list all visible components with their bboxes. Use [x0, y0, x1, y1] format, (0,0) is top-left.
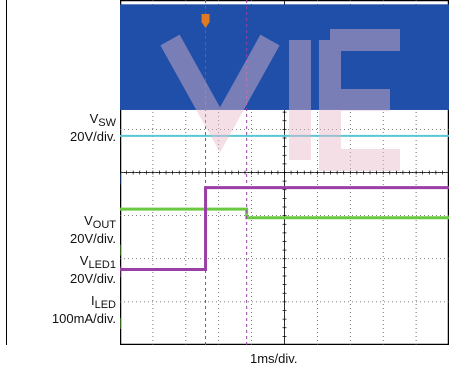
channel-label-vled1: VLED1 20V/div.: [69, 253, 116, 286]
trace-vout: [120, 207, 449, 220]
oscilloscope-screen: [120, 0, 449, 345]
adjacent-panel-edge: [0, 0, 7, 345]
channel-label-vsw: VSW 20V/div.: [69, 111, 116, 144]
channel-label-iled: ILED 100mA/div.: [51, 293, 116, 326]
trace-vsw: [120, 4, 449, 110]
traces: [120, 0, 449, 345]
channel-label-vout: VOUT 20V/div.: [69, 213, 116, 246]
x-axis-label: 1ms/div.: [250, 351, 298, 366]
trigger-marker-icon: [201, 14, 210, 28]
